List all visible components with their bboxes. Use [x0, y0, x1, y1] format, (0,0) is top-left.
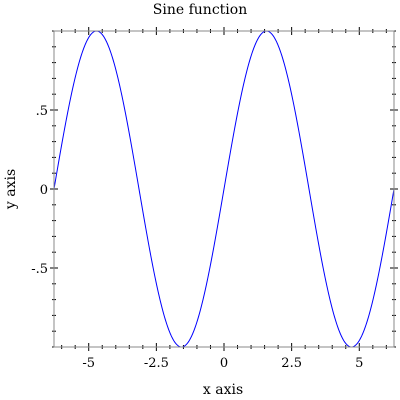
x-tick-label: 2.5: [281, 356, 302, 371]
x-tick-label: -2.5: [144, 356, 169, 371]
x-tick-label: -5: [82, 356, 95, 371]
chart-title: Sine function: [153, 2, 247, 18]
x-axis-label: x axis: [203, 382, 243, 398]
tick-labels: -5 -2.5 0 2.5 5 .5 0 -.5: [31, 104, 363, 371]
plot-frame: [53, 30, 395, 348]
y-axis-label: y axis: [3, 169, 19, 210]
plot-area: [53, 30, 395, 348]
x-tick-label: 5: [355, 356, 363, 371]
y-tick-label: -.5: [31, 262, 48, 277]
x-tick-label: 0: [220, 356, 228, 371]
sine-series-line: [53, 30, 395, 348]
y-tick-label: 0: [40, 183, 48, 198]
y-tick-label: .5: [36, 104, 48, 119]
